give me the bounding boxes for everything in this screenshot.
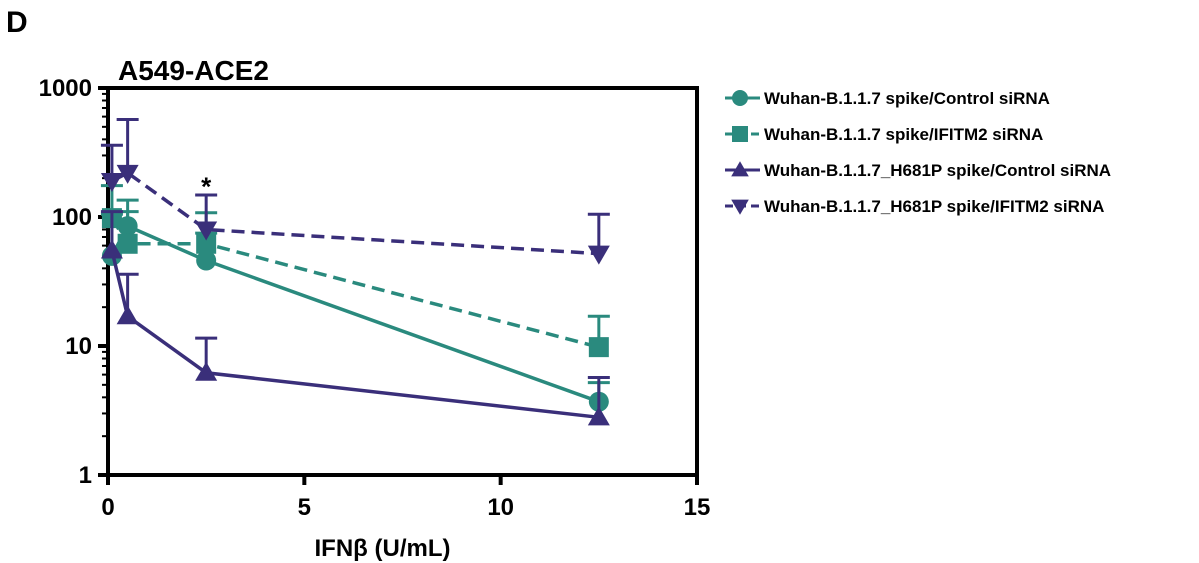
plot-frame	[106, 86, 699, 477]
data-point	[116, 164, 139, 184]
x-tick-label: 10	[487, 494, 514, 521]
legend-label: Wuhan-B.1.1.7 spike/Control siRNA	[764, 89, 1050, 108]
series-1	[100, 198, 610, 412]
data-point	[587, 245, 610, 265]
y-tick-label: 10	[65, 333, 92, 360]
significance-annotation: *	[201, 172, 212, 202]
series-line	[110, 217, 600, 349]
x-tick-label: 5	[298, 494, 311, 521]
x-tick-label: 0	[101, 494, 114, 521]
data-point	[196, 250, 217, 271]
data-point	[588, 337, 609, 358]
data-point	[100, 173, 123, 193]
series-2	[100, 184, 610, 358]
y-tick-label: 100	[52, 204, 92, 231]
data-point	[195, 361, 218, 381]
data-point	[731, 199, 749, 215]
legend: Wuhan-B.1.1.7 spike/Control siRNA Wuhan-B…	[725, 89, 1111, 216]
data-point	[196, 233, 217, 254]
y-tick-label: 1000	[39, 75, 92, 102]
legend-item-2: Wuhan-B.1.1.7 spike/IFITM2 siRNA	[725, 125, 1043, 144]
series-3	[100, 210, 610, 426]
data-point	[587, 406, 610, 426]
series-layer	[100, 117, 610, 426]
data-point	[195, 221, 218, 241]
data-point	[116, 305, 139, 325]
legend-item-3: Wuhan-B.1.1.7_H681P spike/Control siRNA	[725, 161, 1111, 180]
legend-item-4: Wuhan-B.1.1.7_H681P spike/IFITM2 siRNA	[725, 197, 1104, 216]
panel-label: D	[6, 6, 28, 39]
data-point	[732, 90, 748, 106]
series-line	[111, 170, 599, 256]
series-4	[100, 117, 610, 265]
data-point	[732, 126, 748, 142]
legend-item-1: Wuhan-B.1.1.7 spike/Control siRNA	[725, 89, 1050, 108]
y-tick-label: 1	[79, 462, 92, 489]
x-tick-label: 15	[684, 494, 711, 521]
data-point	[100, 239, 123, 259]
legend-label: Wuhan-B.1.1.7_H681P spike/Control siRNA	[764, 161, 1111, 180]
x-axis-label: IFNβ (U/mL)	[315, 535, 451, 562]
data-point	[731, 161, 749, 177]
legend-label: Wuhan-B.1.1.7_H681P spike/IFITM2 siRNA	[764, 197, 1104, 216]
axes: A549-ACE2 1 10 100 1000 0 5 10 15 IFNβ (U/mL) *	[39, 55, 711, 562]
series-line	[110, 223, 600, 404]
series-line	[110, 250, 600, 420]
chart-title: A549-ACE2	[118, 55, 269, 86]
data-point	[117, 233, 138, 254]
legend-label: Wuhan-B.1.1.7 spike/IFITM2 siRNA	[764, 125, 1043, 144]
